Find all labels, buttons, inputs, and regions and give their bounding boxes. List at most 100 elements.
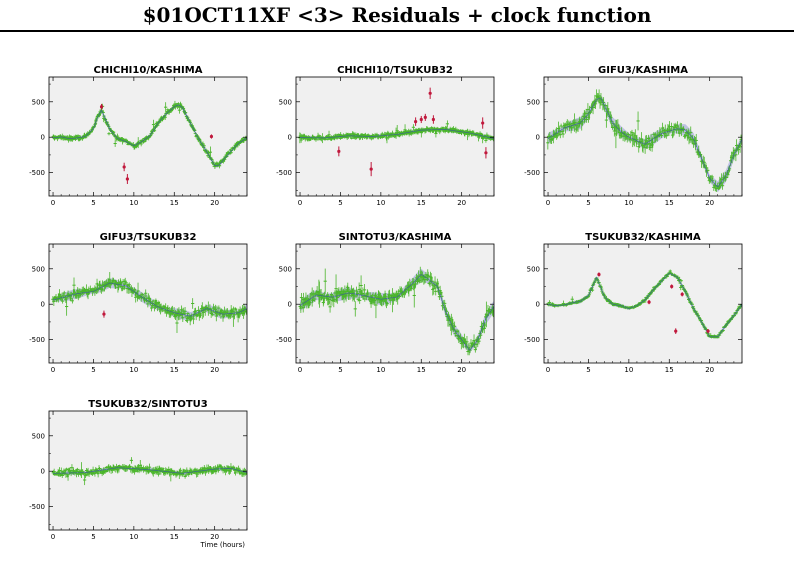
- x-tick-label: 5: [91, 199, 95, 207]
- x-tick-label: 15: [170, 533, 179, 541]
- y-tick-label: 0: [288, 301, 292, 309]
- plot-area: [546, 89, 742, 193]
- flagged-points: [102, 310, 106, 318]
- x-tick-label: 10: [129, 366, 138, 374]
- y-tick-label: 0: [41, 468, 45, 476]
- x-axis: 0 5 10 15 20: [51, 411, 248, 541]
- y-axis: 500 0 -500: [29, 417, 247, 525]
- x-tick-label: 0: [51, 533, 55, 541]
- flagged-point: [419, 117, 423, 122]
- plot-frame: [48, 76, 248, 197]
- x-tick-label: 20: [705, 366, 714, 374]
- y-tick-label: -500: [524, 169, 540, 177]
- clock-function-line: [300, 129, 494, 139]
- x-tick-label: 20: [457, 199, 466, 207]
- clock-function-line: [52, 104, 247, 166]
- flagged-point: [428, 91, 432, 95]
- flagged-point: [674, 329, 678, 333]
- plot-frame: [543, 243, 743, 364]
- y-axis: 500 0 -500: [276, 83, 494, 191]
- x-tick-label: 10: [624, 366, 633, 374]
- flagged-point: [706, 329, 710, 333]
- plot-area: [546, 269, 742, 339]
- y-axis: 500 0 -500: [524, 83, 742, 191]
- plot-area: [51, 272, 247, 333]
- x-tick-label: 20: [457, 366, 466, 374]
- y-tick-label: 0: [536, 301, 540, 309]
- panel-title: SINTOTU3/KASHIMA: [339, 232, 452, 243]
- x-tick-label: 10: [376, 366, 385, 374]
- flagged-point: [414, 120, 418, 124]
- x-tick-label: 20: [210, 199, 219, 207]
- panel-chichi10-kashima: 0 5 10 15 20 500 0 -500 CHICHI10/KASHIMA: [29, 65, 248, 207]
- y-tick-label: 0: [41, 134, 45, 142]
- plot-frame: [295, 243, 495, 364]
- clock-function-line: [547, 272, 742, 338]
- y-tick-label: 500: [527, 98, 540, 106]
- clock-function-line: [299, 274, 494, 351]
- clock-function-line: [53, 467, 247, 474]
- panel-title: CHICHI10/TSUKUB32: [337, 65, 453, 76]
- x-axis: 0 5 10 15 20: [546, 77, 743, 207]
- x-tick-label: 20: [210, 366, 219, 374]
- y-axis: 500 0 -500: [29, 250, 247, 358]
- plot-area: [298, 266, 494, 356]
- flagged-point: [102, 312, 106, 316]
- panel-tsukub32-sintotu3: 0 5 10 15 20 500 0 -500 TSUKUB32/SINTOTU3 Time (h…: [29, 399, 248, 549]
- flagged-point: [484, 151, 488, 155]
- x-tick-label: 5: [586, 199, 590, 207]
- plot-area: [51, 457, 247, 486]
- x-tick-label: 0: [298, 199, 302, 207]
- flagged-point: [209, 134, 214, 139]
- x-tick-label: 10: [129, 533, 138, 541]
- page-title: $01OCT11XF <3> Residuals + clock functio…: [142, 3, 652, 27]
- x-axis: 0 5 10 15 20: [298, 244, 495, 374]
- x-tick-label: 0: [51, 199, 55, 207]
- flagged-point: [670, 284, 674, 289]
- x-tick-label: 15: [170, 366, 179, 374]
- flagged-point: [481, 121, 485, 125]
- flagged-point: [680, 292, 684, 296]
- y-tick-label: 500: [279, 265, 292, 273]
- y-axis: 500 0 -500: [524, 250, 742, 358]
- flagged-points: [337, 87, 488, 177]
- x-tick-label: 0: [51, 366, 55, 374]
- flagged-point: [122, 165, 126, 169]
- x-tick-label: 5: [586, 366, 590, 374]
- x-tick-label: 10: [376, 199, 385, 207]
- x-tick-label: 5: [338, 366, 342, 374]
- panel-chichi10-tsukub32: 0 5 10 15 20 500 0 -500 CHICHI10/TSUKUB32: [276, 65, 495, 207]
- panel-title: GIFU3/KASHIMA: [598, 65, 688, 76]
- good-points: [298, 266, 494, 356]
- y-axis: 500 0 -500: [29, 83, 247, 191]
- x-tick-label: 10: [624, 199, 633, 207]
- plot-area: [51, 100, 247, 184]
- y-tick-label: 500: [279, 98, 292, 106]
- y-axis: 500 0 -500: [276, 250, 494, 358]
- x-tick-label: 5: [338, 199, 342, 207]
- x-tick-label: 0: [546, 199, 550, 207]
- flagged-point: [597, 272, 601, 277]
- panel-gifu3-kashima: 0 5 10 15 20 500 0 -500 GIFU3/KASHIMA: [524, 65, 743, 207]
- y-tick-label: 500: [32, 98, 45, 106]
- flagged-point: [99, 105, 104, 109]
- plot-frame: [295, 76, 495, 197]
- x-tick-label: 5: [91, 533, 95, 541]
- x-axis: 0 5 10 15 20: [51, 244, 248, 374]
- x-axis-label: Time (hours): [200, 541, 246, 549]
- x-tick-label: 15: [170, 199, 179, 207]
- y-tick-label: -500: [29, 169, 45, 177]
- flagged-point: [647, 300, 651, 304]
- clock-function-line: [547, 97, 742, 188]
- x-tick-label: 5: [91, 366, 95, 374]
- y-tick-label: 500: [32, 265, 45, 273]
- panel-tsukub32-kashima: 0 5 10 15 20 500 0 -500 TSUKUB32/KASHIMA: [524, 232, 743, 374]
- flagged-point: [337, 149, 341, 153]
- y-tick-label: -500: [29, 336, 45, 344]
- plot-frame: [48, 410, 248, 531]
- x-tick-label: 15: [417, 366, 426, 374]
- x-tick-label: 15: [665, 366, 674, 374]
- panel-title: TSUKUB32/SINTOTU3: [88, 399, 208, 410]
- x-tick-label: 0: [298, 366, 302, 374]
